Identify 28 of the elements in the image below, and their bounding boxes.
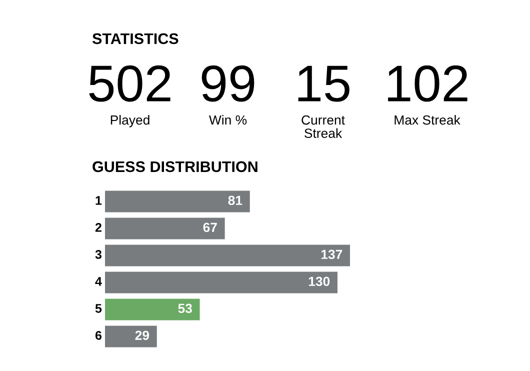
data-label: 29: [135, 330, 150, 340]
y-tick-label: 4: [95, 277, 102, 286]
bar: [105, 326, 157, 348]
bar: [105, 244, 350, 266]
data-label: 67: [203, 222, 217, 232]
data-label: 15: [298, 66, 350, 102]
data-label: 99: [202, 65, 254, 102]
category-label: Played: [110, 115, 150, 128]
bar: [105, 218, 225, 240]
text: STATISTICS: [92, 33, 178, 44]
y-tick-label: 2: [95, 223, 102, 232]
y-tick-label: 3: [95, 250, 102, 259]
data-label: 137: [321, 250, 342, 260]
category-label: Max Streak: [394, 115, 460, 125]
data-label: 130: [308, 276, 330, 286]
y-tick-label: 5: [95, 304, 102, 313]
category-label: Current Streak: [302, 115, 345, 138]
data-label: 81: [228, 196, 242, 206]
bar: [105, 272, 338, 294]
data-label: 502: [89, 65, 170, 102]
y-tick-label: 1: [96, 196, 102, 205]
y-tick-label: 6: [95, 331, 102, 340]
chart-title: GUESS DISTRIBUTION: [92, 161, 258, 172]
category-label: Win %: [208, 115, 247, 125]
data-label: 53: [178, 304, 192, 314]
bar: [105, 190, 250, 212]
bar: [105, 298, 200, 320]
data-label: 102: [388, 65, 468, 102]
